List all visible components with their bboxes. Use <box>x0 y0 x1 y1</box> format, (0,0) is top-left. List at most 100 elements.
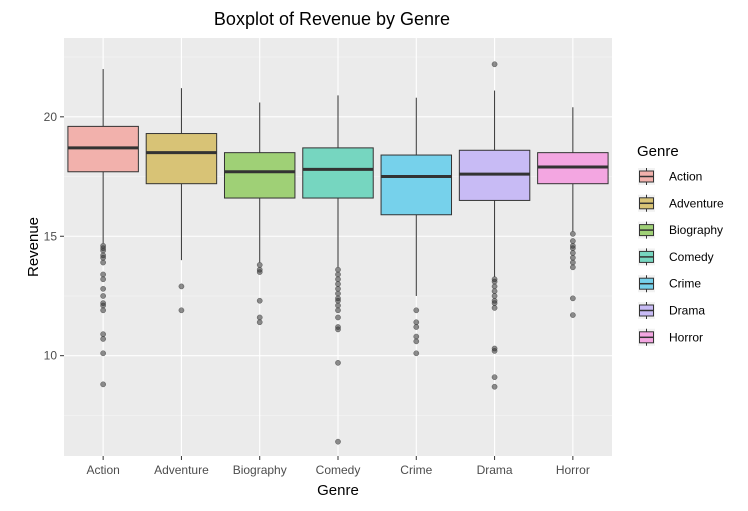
x-tick-label: Drama <box>477 463 513 477</box>
outlier-point <box>491 61 498 68</box>
outlier-point <box>100 276 106 283</box>
outlier-point <box>100 293 106 299</box>
outlier-point <box>491 348 498 354</box>
outlier-point <box>256 297 263 304</box>
x-axis-title: Genre <box>317 482 359 499</box>
box-crime <box>380 97 453 357</box>
outlier-point <box>413 333 420 340</box>
outlier-point <box>335 281 341 287</box>
legend-item-biography: Biography <box>638 221 723 239</box>
outlier-point <box>570 231 576 237</box>
outlier-point <box>335 307 341 314</box>
legend-item-action: Action <box>638 168 702 185</box>
outlier-point <box>491 278 498 285</box>
outlier-point <box>335 438 341 445</box>
outlier-point <box>335 271 341 278</box>
outlier-point <box>413 324 420 330</box>
outlier-point <box>491 305 498 311</box>
outlier-point <box>256 319 263 326</box>
outlier-point <box>100 259 106 266</box>
x-axis-ticks: Action Adventure Biography Comedy Crime Drama… <box>86 456 590 477</box>
x-tick-label: Crime <box>400 463 432 477</box>
box-body <box>380 154 453 216</box>
outlier-point <box>413 350 420 357</box>
legend-item-crime: Crime <box>638 275 701 293</box>
outlier-point <box>570 264 576 271</box>
outlier-point <box>413 319 420 326</box>
outlier-point <box>178 307 185 314</box>
outlier-point <box>100 336 106 342</box>
outlier-point <box>178 283 185 290</box>
legend-title: Genre <box>637 143 679 160</box>
outlier-point <box>335 285 341 292</box>
outlier-point <box>335 290 341 297</box>
outlier-point <box>491 300 498 306</box>
outlier-point <box>335 314 341 321</box>
boxes-layer <box>67 61 609 445</box>
outlier-point <box>100 247 106 254</box>
outlier-point <box>491 383 498 390</box>
x-tick-label: Biography <box>233 463 287 477</box>
legend-label: Crime <box>669 277 701 291</box>
legend-label: Biography <box>669 223 723 237</box>
chart-title: Boxplot of Revenue by Genre <box>214 9 450 29</box>
box-biography <box>223 102 296 326</box>
outlier-point <box>256 314 263 321</box>
outlier-point <box>335 326 341 333</box>
outlier-point <box>100 271 106 278</box>
box-drama <box>458 61 531 390</box>
legend: Genre Action Adventure Biography Comedy Crim… <box>637 143 724 346</box>
outlier-point <box>335 359 341 366</box>
outlier-point <box>570 254 576 261</box>
box-action <box>67 69 139 388</box>
outlier-point <box>413 307 420 314</box>
legend-label: Adventure <box>669 196 724 210</box>
outlier-point <box>100 331 106 338</box>
legend-item-horror: Horror <box>638 328 703 346</box>
outlier-point <box>570 245 576 252</box>
legend-item-comedy: Comedy <box>638 248 714 266</box>
legend-label: Action <box>669 170 702 184</box>
box-adventure <box>145 88 218 314</box>
outlier-point <box>256 262 263 268</box>
legend-label: Horror <box>669 330 703 344</box>
outlier-point <box>335 302 341 309</box>
outlier-point <box>100 307 106 314</box>
outlier-point <box>491 288 498 295</box>
outlier-point <box>491 293 498 299</box>
outlier-point <box>100 381 106 388</box>
x-tick-label: Horror <box>556 463 590 477</box>
outlier-point <box>335 276 341 283</box>
legend-label: Drama <box>669 304 705 318</box>
legend-item-drama: Drama <box>638 302 705 319</box>
outlier-point <box>256 269 263 275</box>
x-tick-label: Adventure <box>154 463 209 477</box>
outlier-point <box>570 295 576 302</box>
outlier-point <box>335 297 341 304</box>
x-tick-label: Comedy <box>316 463 361 477</box>
outlier-point <box>570 238 576 244</box>
legend-item-adventure: Adventure <box>638 194 724 212</box>
box-comedy <box>302 95 374 445</box>
legend-label: Comedy <box>669 250 714 264</box>
outlier-point <box>100 302 106 309</box>
outlier-point <box>570 250 576 256</box>
box-horror <box>537 107 609 318</box>
outlier-point <box>335 266 341 273</box>
x-tick-label: Action <box>86 463 119 477</box>
outlier-point <box>491 283 498 290</box>
outlier-point <box>570 259 576 266</box>
outlier-point <box>100 254 106 261</box>
y-axis-ticks: 10 15 20 <box>44 110 64 363</box>
box-body <box>302 147 374 199</box>
outlier-point <box>100 350 106 357</box>
y-tick-label: 20 <box>44 110 58 124</box>
outlier-point <box>100 285 106 292</box>
y-axis-title: Revenue <box>25 217 42 277</box>
outlier-point <box>491 374 498 381</box>
box-body <box>145 133 218 185</box>
y-tick-label: 10 <box>44 349 58 363</box>
outlier-point <box>413 338 420 345</box>
outlier-point <box>570 312 576 318</box>
